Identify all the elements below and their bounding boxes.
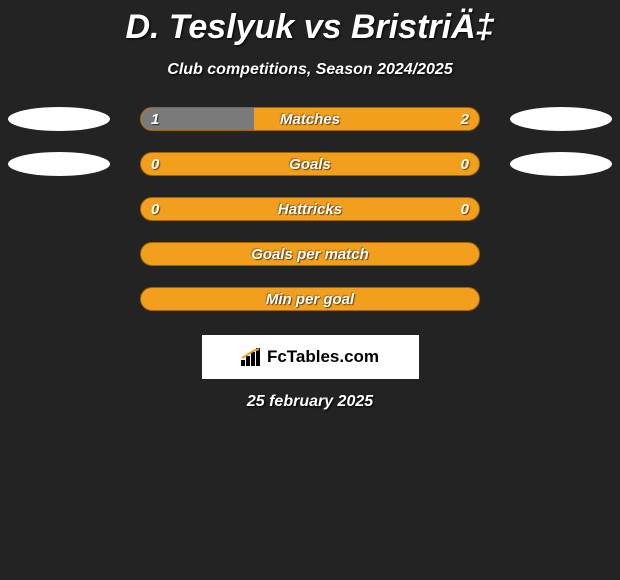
stat-bar: Goals per match <box>140 242 480 266</box>
right-avatar <box>510 107 612 131</box>
stat-right-value: 0 <box>461 153 469 176</box>
stat-label: Hattricks <box>141 198 479 221</box>
stat-row: 1Matches2 <box>0 107 620 131</box>
logo-text: FcTables.com <box>267 347 379 367</box>
right-avatar <box>510 197 612 221</box>
left-avatar <box>8 107 110 131</box>
right-avatar <box>510 287 612 311</box>
stat-label: Min per goal <box>141 288 479 311</box>
left-avatar <box>8 287 110 311</box>
stat-row: Min per goal <box>0 287 620 311</box>
stat-bar: 1Matches2 <box>140 107 480 131</box>
subtitle: Club competitions, Season 2024/2025 <box>0 61 620 79</box>
right-avatar <box>510 152 612 176</box>
stat-label: Goals per match <box>141 243 479 266</box>
stat-label: Goals <box>141 153 479 176</box>
stat-bar: Min per goal <box>140 287 480 311</box>
stat-row: Goals per match <box>0 242 620 266</box>
left-avatar <box>8 197 110 221</box>
logo-box: FcTables.com <box>202 335 419 379</box>
stat-rows: 1Matches20Goals00Hattricks0Goals per mat… <box>0 107 620 311</box>
page-title: D. Teslyuk vs BristriÄ‡ <box>0 8 620 47</box>
stat-right-value: 0 <box>461 198 469 221</box>
comparison-card: D. Teslyuk vs BristriÄ‡ Club competition… <box>0 0 620 580</box>
bar-chart-icon <box>241 348 263 366</box>
stat-bar: 0Goals0 <box>140 152 480 176</box>
stat-bar: 0Hattricks0 <box>140 197 480 221</box>
stat-right-value: 2 <box>461 108 469 131</box>
stat-label: Matches <box>141 108 479 131</box>
left-avatar <box>8 152 110 176</box>
date-text: 25 february 2025 <box>0 393 620 411</box>
stat-row: 0Goals0 <box>0 152 620 176</box>
left-avatar <box>8 242 110 266</box>
stat-row: 0Hattricks0 <box>0 197 620 221</box>
right-avatar <box>510 242 612 266</box>
